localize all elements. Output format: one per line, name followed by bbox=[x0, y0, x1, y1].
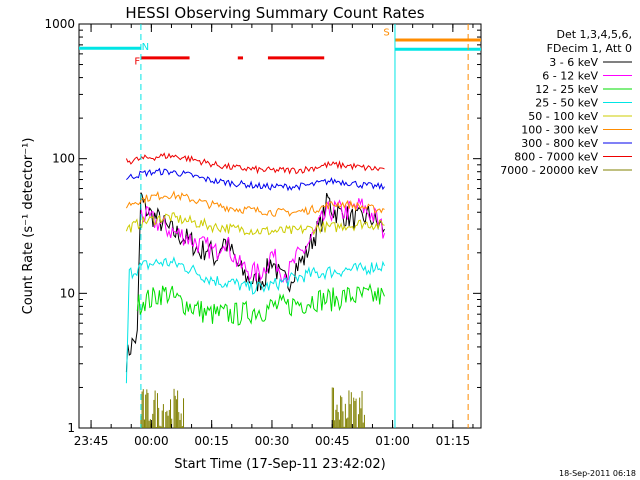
legend-entry-label: 800 - 7000 keV bbox=[514, 151, 598, 164]
x-tick-label: 00:15 bbox=[194, 434, 229, 448]
legend-entry-label: 3 - 6 keV bbox=[549, 56, 598, 69]
y-axis-label: Count Rate (s⁻¹ detector⁻¹) bbox=[21, 138, 36, 315]
series-line bbox=[126, 167, 385, 192]
x-tick-label: 00:00 bbox=[134, 434, 169, 448]
legend-entry-label: 300 - 800 keV bbox=[521, 137, 598, 150]
x-tick-label: 00:45 bbox=[315, 434, 350, 448]
x-axis-label: Start Time (17-Sep-11 23:42:02) bbox=[174, 457, 385, 472]
series-line bbox=[125, 190, 385, 217]
flag-annotation: F bbox=[134, 57, 140, 68]
y-tick-label: 1000 bbox=[44, 17, 75, 31]
legend-entry-label: 100 - 300 keV bbox=[521, 124, 598, 137]
series-line bbox=[140, 198, 385, 283]
x-tick-label: 01:00 bbox=[375, 434, 410, 448]
timestamp: 18-Sep-2011 06:18 bbox=[559, 469, 636, 478]
x-tick-label: 23:45 bbox=[74, 434, 109, 448]
chart-title: HESSI Observing Summary Count Rates bbox=[125, 4, 424, 22]
y-tick-label: 10 bbox=[60, 286, 75, 300]
legend-entry-label: 50 - 100 keV bbox=[528, 110, 598, 123]
legend-header: FDecim 1, Att 0 bbox=[547, 42, 632, 55]
series-line bbox=[125, 152, 385, 175]
x-tick-label: 00:30 bbox=[255, 434, 290, 448]
series-line bbox=[125, 192, 385, 373]
legend-entry-label: 25 - 50 keV bbox=[535, 97, 598, 110]
series-line bbox=[136, 283, 385, 326]
flag-annotation: S bbox=[383, 28, 389, 39]
y-tick-label: 100 bbox=[52, 152, 75, 166]
y-tick-label: 1 bbox=[67, 421, 75, 435]
legend-entry-label: 7000 - 20000 keV bbox=[500, 164, 598, 177]
series-line bbox=[125, 256, 385, 384]
series-line bbox=[125, 212, 385, 236]
flag-annotation: N bbox=[142, 42, 149, 53]
legend-entry-label: 12 - 25 keV bbox=[535, 83, 598, 96]
axes: 1 10 100 1000 23:45 00:00 00:15 00:30 00:45 01:00… bbox=[44, 17, 481, 448]
legend-entry-label: 6 - 12 keV bbox=[542, 70, 598, 83]
x-tick-label: 01:15 bbox=[436, 434, 471, 448]
plot-frame bbox=[78, 23, 482, 429]
legend-header: Det 1,3,4,5,6, bbox=[556, 28, 632, 41]
legend: Det 1,3,4,5,6,FDecim 1, Att 03 - 6 keV6 … bbox=[500, 28, 632, 177]
